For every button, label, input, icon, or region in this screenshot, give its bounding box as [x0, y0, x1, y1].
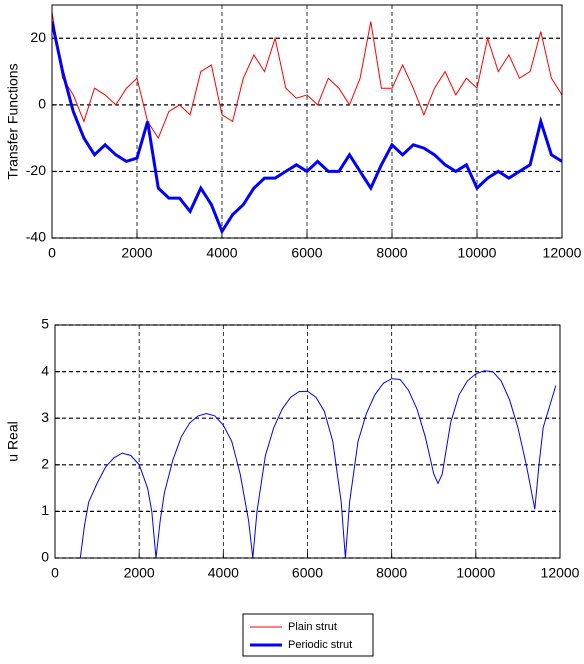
y-tick-label: 0	[38, 96, 46, 112]
x-tick-label: 12000	[543, 245, 582, 261]
plot-frame	[54, 324, 561, 559]
x-tick-label: 10000	[456, 565, 495, 581]
y-tick-label: 5	[41, 316, 49, 332]
legend-label: Periodic strut	[288, 639, 352, 651]
x-tick-label: 8000	[376, 245, 407, 261]
y-tick-label: 20	[30, 29, 46, 45]
x-tick-label: 4000	[206, 245, 237, 261]
plot-frame	[51, 4, 563, 239]
y-tick-label: 1	[41, 502, 49, 518]
x-tick-label: 12000	[541, 565, 580, 581]
data-line	[52, 11, 562, 140]
x-tick-label: 8000	[376, 565, 407, 581]
x-tick-label: 4000	[208, 565, 239, 581]
y-tick-label: -40	[26, 229, 46, 245]
y-tick-label: -20	[26, 162, 46, 178]
y-tick-label: 0	[41, 549, 49, 565]
legend-label: Plain strut	[288, 621, 337, 633]
x-tick-label: 6000	[292, 565, 323, 581]
y-axis-label: Transfer Functions	[5, 63, 21, 179]
data-line	[52, 21, 562, 235]
y-axis-label: u Real	[5, 421, 21, 461]
y-tick-label: 3	[41, 409, 49, 425]
data-line	[79, 370, 557, 558]
y-tick-label: 2	[41, 456, 49, 472]
x-tick-label: 2000	[121, 245, 152, 261]
x-tick-label: 2000	[124, 565, 155, 581]
x-tick-label: 6000	[291, 245, 322, 261]
y-tick-label: 4	[41, 362, 49, 378]
x-tick-label: 0	[48, 245, 56, 261]
x-tick-label: 0	[51, 565, 59, 581]
legend-box	[242, 613, 374, 657]
x-tick-label: 10000	[458, 245, 497, 261]
